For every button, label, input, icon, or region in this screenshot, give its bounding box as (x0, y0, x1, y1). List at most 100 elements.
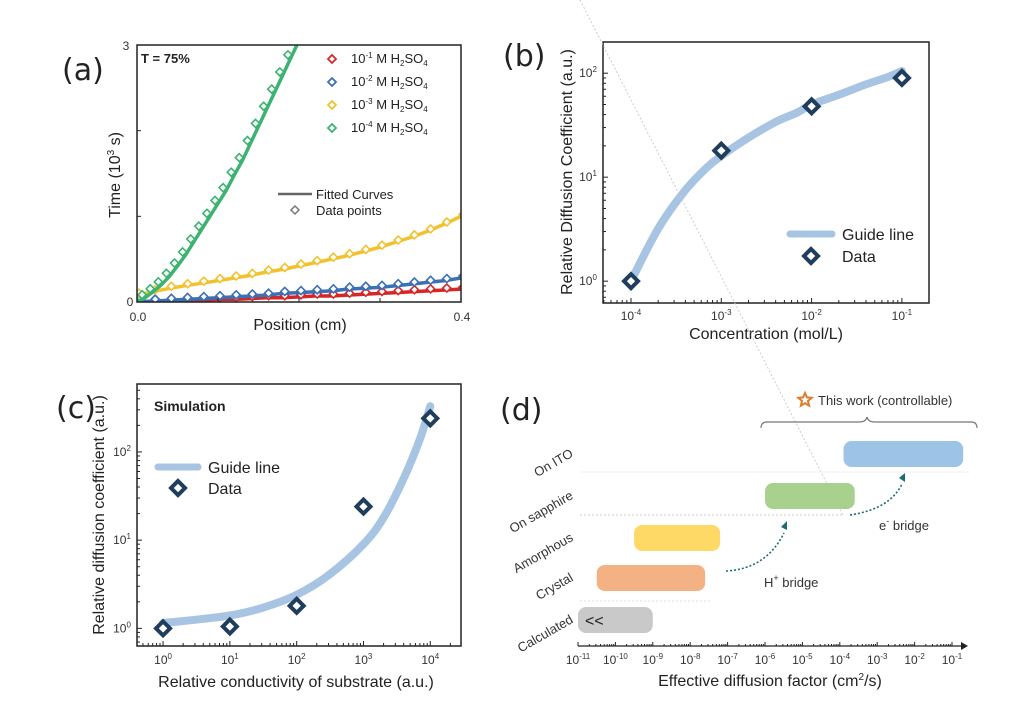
data-point (220, 616, 240, 637)
data-point (274, 66, 285, 78)
legend-guide-label: Guide line (208, 460, 280, 477)
panel-b-xlabel: Concentration (mol/L) (689, 326, 843, 343)
range-bar-amorphous (634, 525, 721, 551)
panel-a-xtick-label: 0.4 (454, 310, 471, 324)
data-point (425, 283, 436, 294)
x-tick-label: 10-1 (892, 308, 913, 323)
legend-data-marker (801, 246, 821, 266)
e-bridge-arrow (849, 483, 903, 516)
axis-arrow-icon (961, 642, 968, 650)
panel-c-ylabel: Relative diffusion coefficient (a.u.) (91, 395, 108, 635)
data-point (393, 278, 404, 289)
legend-label: 10-4 M H2SO4 (351, 120, 428, 137)
h-bridge-label: H+ bridge (764, 573, 818, 590)
data-point (137, 289, 148, 300)
data-point (328, 252, 339, 263)
data-point (193, 221, 204, 232)
legend-marker (326, 122, 338, 134)
guide-line (159, 402, 435, 628)
panel-d-xlabel: Effective diffusion factor (cm2/s) (658, 672, 882, 690)
calculated-less-than-marker: << (585, 613, 604, 630)
data-point (226, 167, 237, 178)
data-point (242, 135, 253, 146)
x-tick-label: 10-3 (711, 308, 732, 323)
y-tick-label: 101 (579, 169, 597, 184)
data-point (892, 68, 912, 88)
data-point (198, 276, 209, 287)
panel-c: 100 101 102 103 104 100 101 102 Simulation Rela… (91, 383, 462, 691)
legend-marker (326, 53, 338, 65)
y-tick-label: 100 (579, 273, 597, 288)
legend-data-label: Data (842, 249, 876, 266)
data-point (247, 268, 258, 279)
data-point (292, 34, 300, 42)
x-tick-label: 10-1 (942, 652, 963, 667)
data-point (217, 182, 229, 193)
data-point (198, 291, 209, 302)
data-point (214, 290, 226, 301)
panel-d-label: (d) (500, 393, 542, 428)
x-tick-label: 104 (421, 652, 439, 667)
data-point (231, 289, 242, 300)
legend-data-label: Data (208, 481, 242, 498)
data-point (801, 96, 822, 117)
data-point (409, 229, 420, 241)
data-point (286, 596, 307, 616)
x-tick-label: 10-10 (603, 652, 628, 667)
x-tick-label: 10-9 (643, 652, 664, 667)
data-point (312, 255, 323, 266)
e-bridge-label: e- bridge (879, 516, 929, 533)
data-point (182, 278, 193, 289)
x-tick-label: 10-5 (792, 652, 813, 667)
data-point (153, 276, 164, 287)
panel-c-xlabel: Relative conductivity of substrate (a.u.… (158, 674, 434, 691)
panel-b-legend: Guide line Data (786, 227, 914, 266)
legend-fitted-label: Fitted Curves (316, 187, 394, 202)
y-tick-label: 101 (113, 532, 131, 547)
data-point (214, 273, 226, 284)
legend-label: 10-3 M H2SO4 (351, 97, 428, 114)
x-tick-label: 10-7 (717, 652, 738, 667)
fitted-curve-3 (137, 45, 299, 302)
x-tick-label: 10-4 (621, 308, 642, 323)
data-point (344, 282, 355, 293)
panel-a-xlabel: Position (cm) (253, 317, 346, 334)
panel-a-ytick-label: 0 (127, 295, 134, 309)
panel-c-annotation: Simulation (154, 398, 226, 414)
y-tick-label: 102 (579, 65, 597, 80)
panel-a-label: (a) (62, 53, 104, 88)
arrow-head-icon (781, 521, 787, 530)
data-point (393, 234, 404, 246)
data-point (425, 223, 436, 235)
legend-label: 10-1 M H2SO4 (351, 51, 428, 68)
range-bar-calculated (578, 607, 653, 633)
legend-datapoint-marker (289, 204, 301, 216)
data-point (263, 264, 274, 276)
data-point (360, 281, 371, 292)
x-tick-label: 10-11 (566, 652, 591, 667)
data-point (295, 258, 307, 270)
x-tick-label: 10-6 (755, 652, 776, 667)
data-point (266, 83, 277, 95)
data-point (166, 281, 177, 292)
x-tick-label: 102 (288, 652, 306, 667)
panel-c-legend: Guide line Data (154, 460, 280, 498)
row-label: Crystal (533, 570, 576, 603)
data-point (169, 257, 180, 269)
data-point (441, 216, 452, 228)
panel-b: 10-4 10-3 10-2 10-1 100 101 102 Concentration … (559, 41, 930, 343)
data-point (258, 101, 269, 112)
panel-b-label: (b) (503, 39, 545, 74)
data-point (153, 618, 173, 639)
data-point (209, 195, 221, 206)
row-label: On sapphire (507, 488, 576, 536)
x-tick-label: 100 (154, 652, 172, 667)
data-point (328, 283, 339, 294)
data-point (353, 496, 374, 517)
data-point (711, 140, 732, 161)
x-tick-label: 103 (355, 652, 373, 667)
x-tick-label: 10-8 (680, 652, 701, 667)
panel-a-style-legend: Fitted Curves Data points (278, 187, 394, 218)
data-point (360, 244, 371, 255)
